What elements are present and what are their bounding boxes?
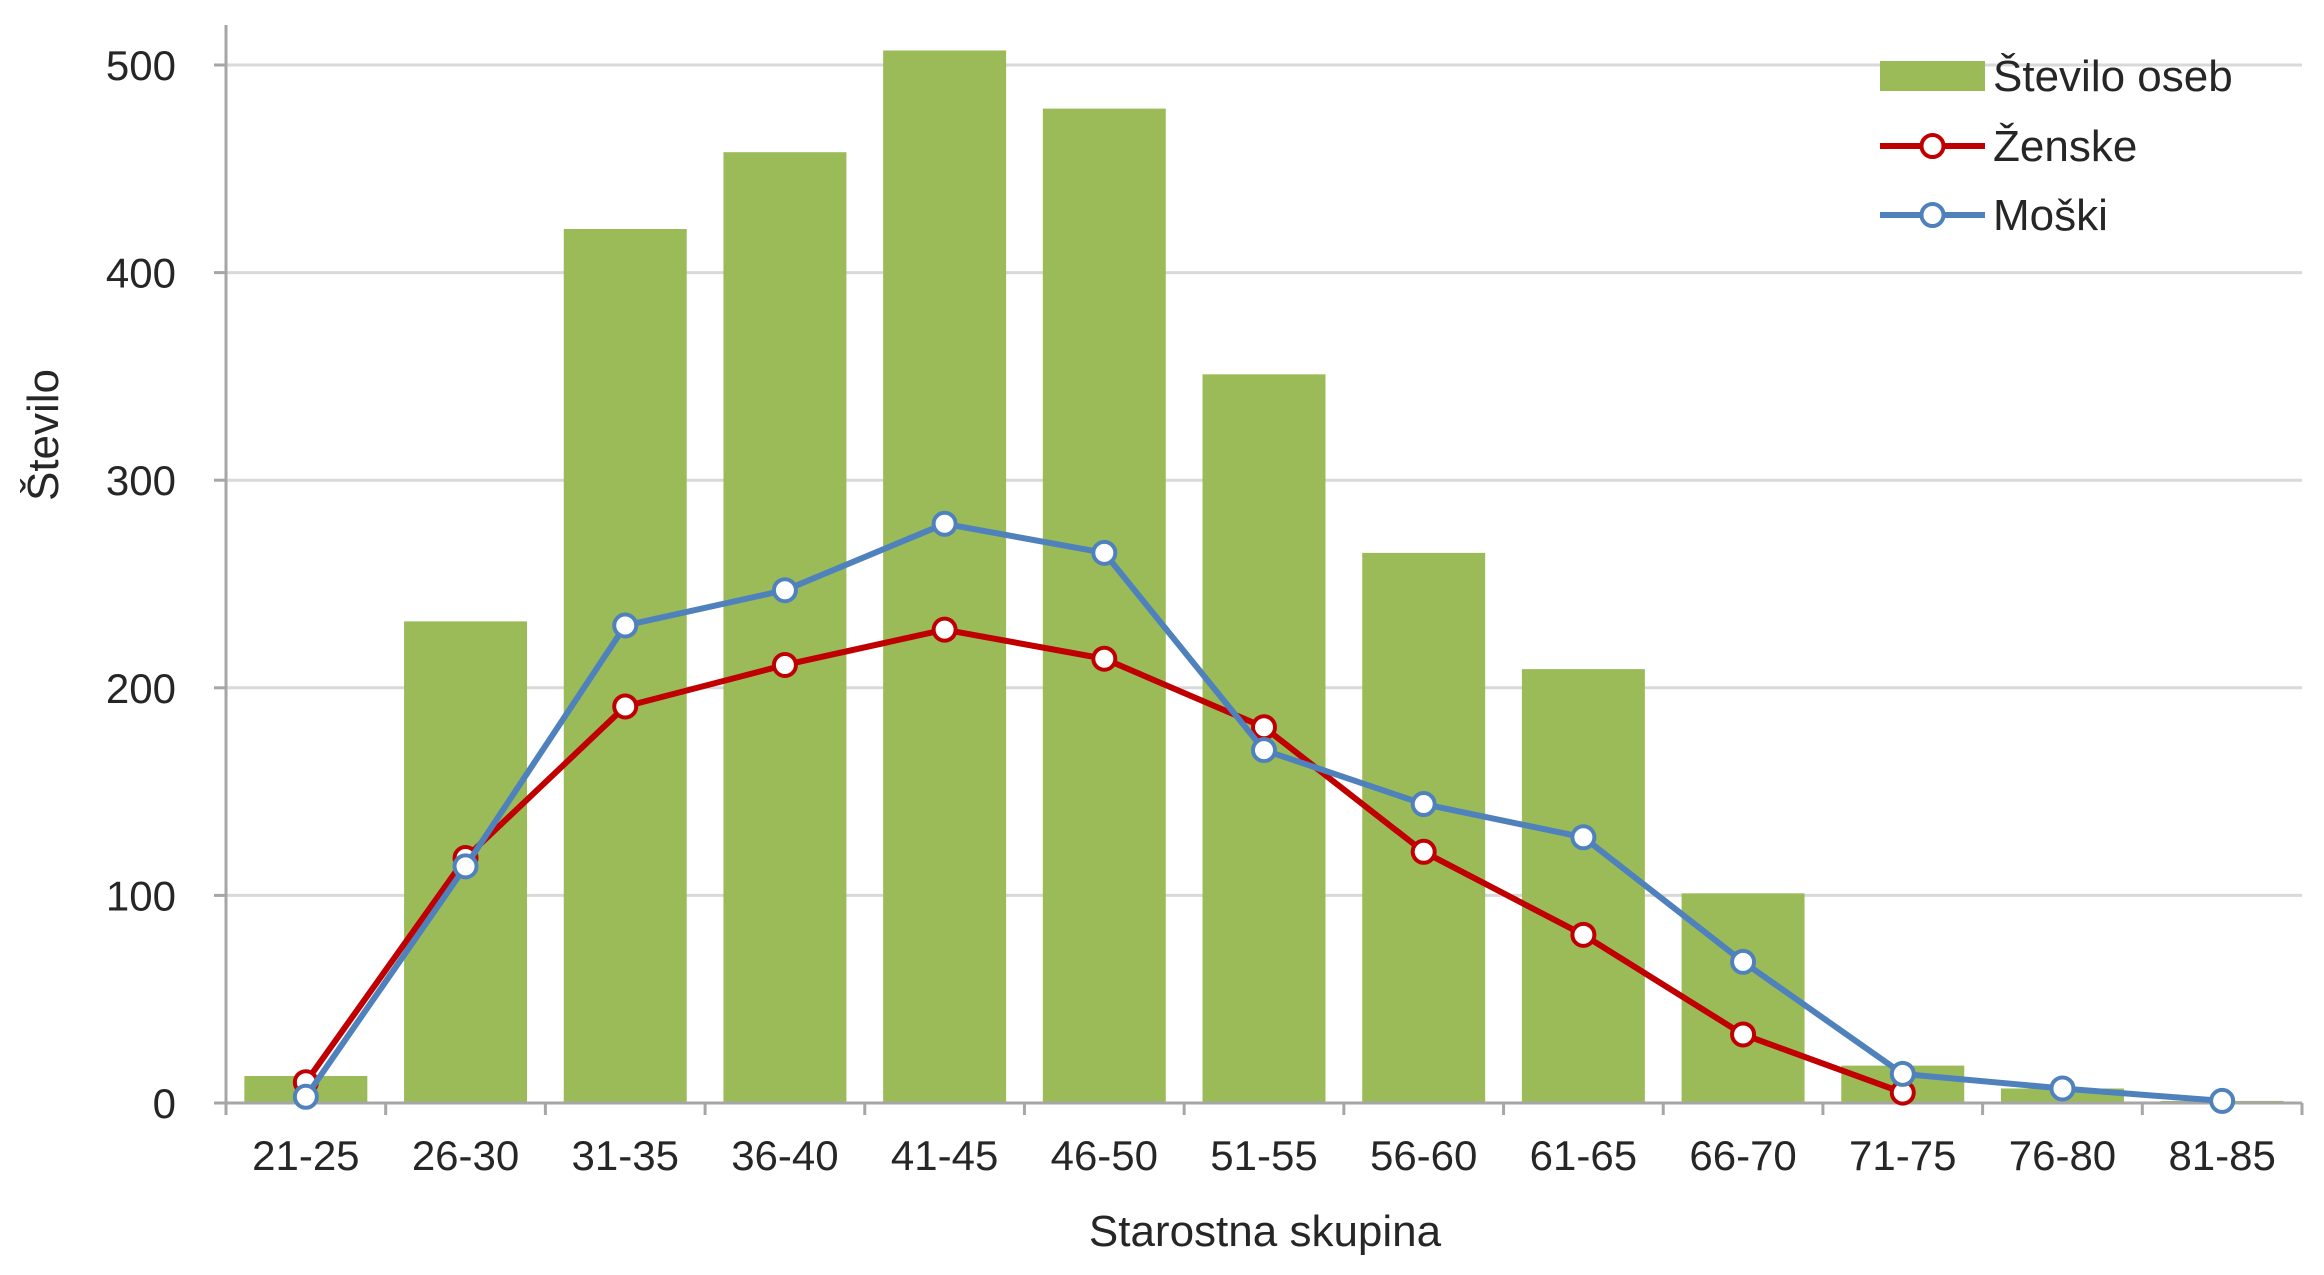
x-tick-label: 26-30 <box>412 1132 519 1179</box>
data-point <box>1091 645 1118 672</box>
x-axis-title: Starostna skupina <box>1089 1207 1442 1256</box>
data-point <box>1410 838 1437 865</box>
legend-marker <box>1919 133 1946 159</box>
y-axis-title: Število <box>18 369 68 501</box>
data-point <box>771 651 798 678</box>
data-point <box>1251 714 1277 741</box>
bar <box>563 229 687 1103</box>
data-point <box>612 612 639 639</box>
data-point <box>1251 737 1277 764</box>
lines <box>292 510 2236 1114</box>
data-point <box>931 510 958 537</box>
bar <box>883 50 1007 1103</box>
x-tick-label: 21-25 <box>252 1132 359 1179</box>
data-point <box>1091 539 1118 566</box>
x-tick-label: 71-75 <box>1849 1132 1956 1179</box>
legend-swatch <box>1880 61 1985 91</box>
y-tick-label: 200 <box>106 665 176 712</box>
data-point <box>931 616 958 643</box>
data-point <box>292 1083 319 1110</box>
bar <box>723 152 847 1103</box>
x-tick-label: 46-50 <box>1051 1132 1158 1179</box>
x-tick-label: 31-35 <box>572 1132 679 1179</box>
axes: 0 100 200 300 400 500 21-25 26-30 31-35 36-40 41-4… <box>106 25 2304 1179</box>
y-tick-label: 300 <box>106 457 176 504</box>
data-point <box>1410 791 1437 818</box>
data-point <box>452 853 479 880</box>
x-tick-label: 61-65 <box>1530 1132 1637 1179</box>
data-point <box>1730 1021 1757 1048</box>
x-tick-label: 66-70 <box>1689 1132 1796 1179</box>
bar <box>1362 552 1486 1103</box>
data-point <box>1570 824 1597 851</box>
legend-marker <box>1919 202 1946 228</box>
data-point <box>1889 1060 1916 1087</box>
bars <box>244 50 2284 1104</box>
x-tick-label: 76-80 <box>2009 1132 2116 1179</box>
y-tick-label: 500 <box>106 42 176 89</box>
bar <box>1521 669 1645 1103</box>
legend-label: Število oseb <box>1993 51 2233 101</box>
x-tick-label: 41-45 <box>891 1132 998 1179</box>
legend: Število oseb Ženske Moški <box>1880 51 2233 240</box>
legend-label: Ženske <box>1993 122 2137 171</box>
data-point <box>1570 921 1597 948</box>
data-point <box>612 693 639 720</box>
x-tick-label: 81-85 <box>2168 1132 2275 1179</box>
x-tick-label: 56-60 <box>1370 1132 1477 1179</box>
y-tick-label: 0 <box>153 1080 176 1127</box>
x-tick-label: 36-40 <box>731 1132 838 1179</box>
y-tick-label: 100 <box>106 872 176 919</box>
x-tick-label: 51-55 <box>1210 1132 1317 1179</box>
data-point <box>2049 1075 2076 1102</box>
data-point <box>771 577 798 604</box>
y-tick-label: 400 <box>106 250 176 297</box>
data-point <box>2209 1087 2236 1114</box>
data-point <box>1730 948 1757 975</box>
legend-label: Moški <box>1993 191 2108 240</box>
